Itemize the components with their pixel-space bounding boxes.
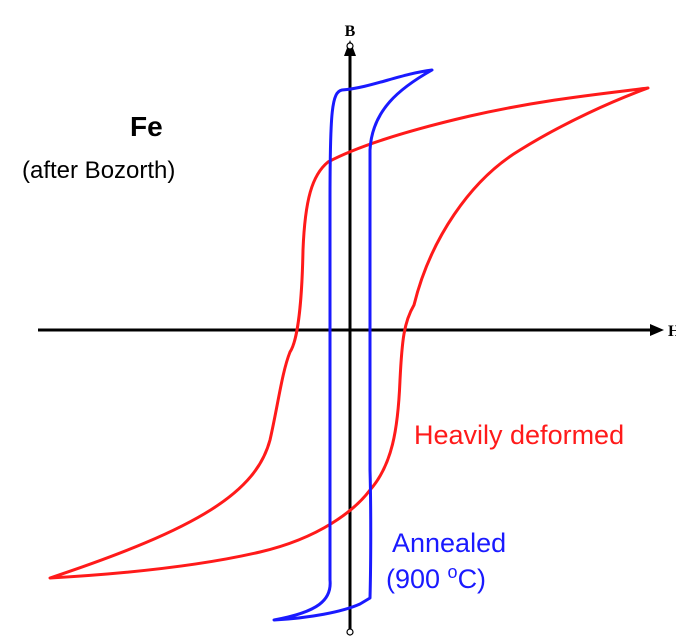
annealed-label-line1: Annealed [392, 528, 506, 558]
b-axis-label: B [345, 23, 356, 40]
annealed-temp-suffix: C) [458, 564, 487, 594]
annealed-temp-prefix: (900 [386, 564, 448, 594]
annealed-label-line2: (900 oC) [386, 562, 486, 594]
b-axis-bottom-marker [346, 628, 354, 636]
deformed-hysteresis-loop [48, 86, 650, 580]
b-axis-top-marker [346, 42, 354, 50]
deformed-label: Heavily deformed [414, 420, 624, 450]
source-label: (after Bozorth) [22, 157, 175, 184]
h-axis-arrowhead [650, 324, 664, 336]
material-label: Fe [130, 111, 163, 142]
axes: B H [38, 23, 676, 636]
annealed-hysteresis-loop [272, 68, 434, 622]
annealed-degree-sup: o [448, 562, 458, 582]
h-axis-label: H [668, 323, 676, 340]
